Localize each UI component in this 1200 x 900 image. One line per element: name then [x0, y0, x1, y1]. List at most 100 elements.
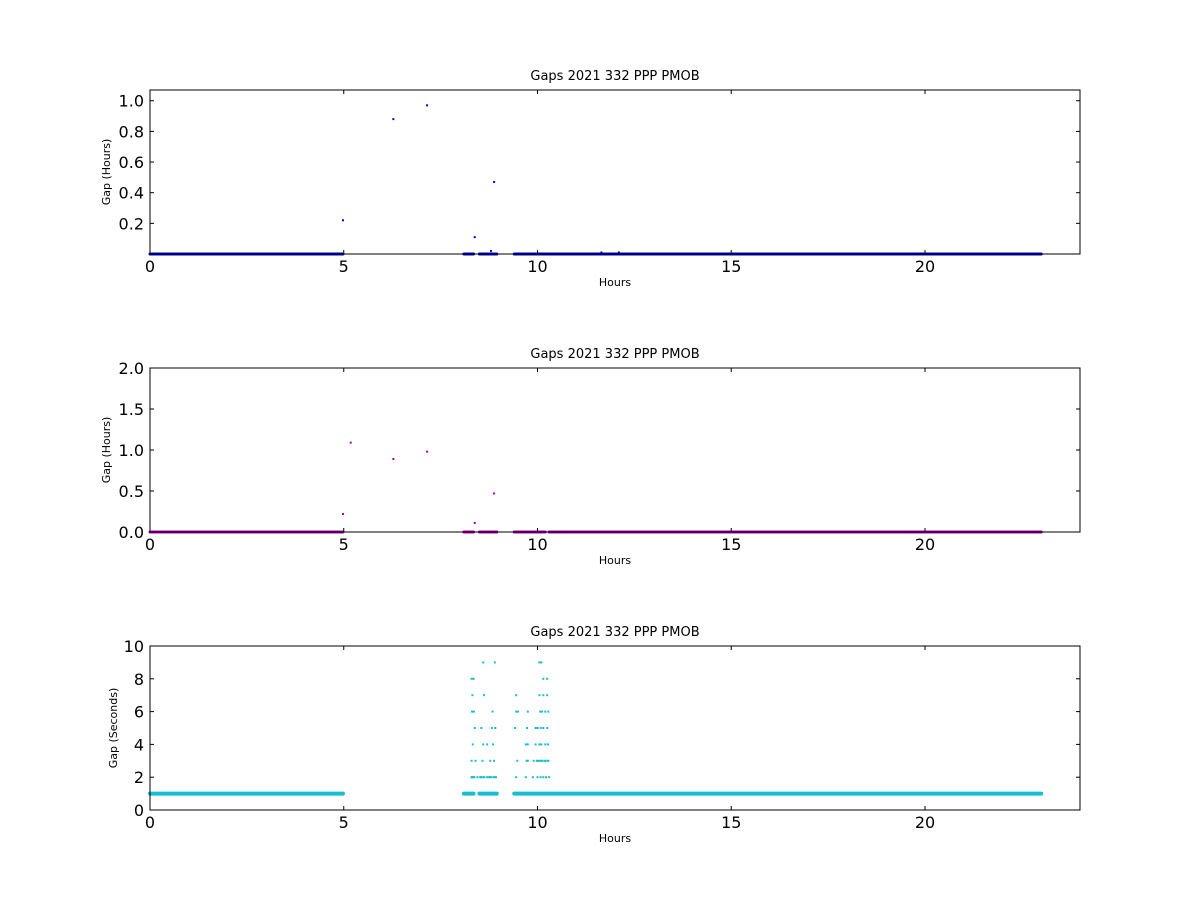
- data-point: [516, 759, 519, 762]
- y-axis-label: Gap (Hours): [100, 417, 113, 484]
- data-point: [493, 661, 496, 664]
- data-point: [515, 694, 518, 697]
- y-axis-label: Gap (Hours): [100, 139, 113, 206]
- data-point: [482, 661, 485, 664]
- y-tick-label: 0.4: [119, 184, 144, 203]
- data-point: [525, 759, 528, 762]
- x-tick-label: 10: [527, 813, 547, 832]
- data-point: [471, 694, 474, 697]
- y-tick-label: 2.0: [119, 359, 144, 378]
- data-point: [515, 776, 518, 779]
- y-tick-label: 10: [124, 637, 144, 656]
- data-point: [538, 743, 541, 746]
- data-point: [483, 694, 486, 697]
- data-point: [540, 661, 543, 664]
- data-point: [470, 776, 473, 779]
- data-point: [532, 759, 535, 762]
- x-tick-label: 10: [527, 535, 547, 554]
- axes-frame: [149, 367, 1081, 533]
- x-tick-label: 15: [721, 257, 741, 276]
- data-point: [470, 759, 473, 762]
- data-point: [482, 743, 485, 746]
- data-point: [526, 743, 529, 746]
- data-point: [392, 118, 395, 121]
- x-tick-label: 5: [339, 535, 349, 554]
- x-tick-label: 20: [915, 535, 935, 554]
- data-point: [535, 759, 538, 762]
- data-point: [542, 694, 545, 697]
- data-point: [392, 458, 395, 461]
- data-point: [480, 776, 483, 779]
- data-point: [538, 661, 541, 664]
- data-point: [600, 251, 603, 254]
- data-point: [474, 759, 477, 762]
- data-point: [538, 759, 541, 762]
- data-point: [491, 710, 494, 713]
- data-point: [490, 249, 492, 252]
- data-point: [480, 727, 483, 729]
- chart-panel-2: Gaps 2021 332 PPP PMOB 0 5 10 15 20 0.0 0.5 1.0 1…: [100, 347, 1081, 567]
- data-point: [490, 727, 493, 729]
- data-point: [536, 776, 539, 779]
- data-point: [479, 776, 482, 779]
- data-point: [546, 677, 549, 680]
- data-point: [489, 776, 492, 779]
- data-point: [542, 677, 545, 680]
- data-point: [472, 710, 475, 713]
- data-point: [341, 219, 344, 222]
- data-point: [539, 710, 542, 713]
- data-point: [486, 743, 489, 746]
- data-point: [341, 512, 344, 515]
- y-axis-label: Gap (Seconds): [107, 688, 120, 769]
- data-point: [488, 776, 491, 779]
- data-point: [472, 677, 475, 680]
- data-point: [472, 776, 475, 779]
- data-point: [494, 727, 497, 729]
- x-tick-label: 15: [721, 813, 741, 832]
- y-tick-label: 1.0: [119, 92, 144, 111]
- data-point: [524, 776, 527, 779]
- data-point: [544, 743, 547, 746]
- data-point: [541, 759, 544, 762]
- x-axis-label: Hours: [599, 554, 631, 567]
- data-point: [544, 759, 547, 762]
- x-axis-label: Hours: [599, 832, 631, 845]
- data-point: [546, 694, 549, 697]
- y-tick-label: 0.6: [119, 153, 144, 172]
- data-point: [426, 450, 429, 453]
- data-point: [534, 743, 537, 746]
- x-tick-label: 0: [145, 535, 155, 554]
- data-point: [542, 776, 545, 779]
- y-tick-label: 0: [134, 801, 144, 820]
- data-point: [547, 759, 550, 762]
- data-point: [495, 776, 498, 779]
- data-point: [539, 727, 542, 729]
- data-point: [493, 776, 496, 779]
- data-point: [617, 251, 620, 254]
- chart-panel-3: Gaps 2021 332 PPP PMOB 0 5 10 15 20 0 2 4 6 8 10 Hou…: [107, 625, 1081, 845]
- data-point: [481, 759, 484, 762]
- data-point: [426, 104, 429, 107]
- x-tick-label: 10: [527, 257, 547, 276]
- x-tick-label: 5: [339, 257, 349, 276]
- y-tick-label: 2: [134, 768, 144, 787]
- data-point: [493, 492, 496, 495]
- chart-title: Gaps 2021 332 PPP PMOB: [530, 625, 699, 640]
- data-point: [526, 710, 529, 713]
- data-point: [491, 743, 494, 746]
- y-tick-label: 0.2: [119, 214, 144, 233]
- data-point: [546, 743, 549, 746]
- chart-title: Gaps 2021 332 PPP PMOB: [530, 69, 699, 84]
- data-point: [473, 727, 476, 729]
- data-point: [492, 776, 495, 779]
- chart-panel-1: Gaps 2021 332 PPP PMOB 0 5 10 15 20 0.2 0.4 0.6 0…: [100, 69, 1081, 289]
- data-point: [538, 694, 541, 697]
- y-tick-label: 1.5: [119, 400, 144, 419]
- data-point: [473, 236, 476, 239]
- data-point: [476, 776, 479, 779]
- data-point: [541, 710, 544, 713]
- x-tick-label: 5: [339, 813, 349, 832]
- y-tick-label: 4: [134, 735, 144, 754]
- data-point: [546, 727, 549, 729]
